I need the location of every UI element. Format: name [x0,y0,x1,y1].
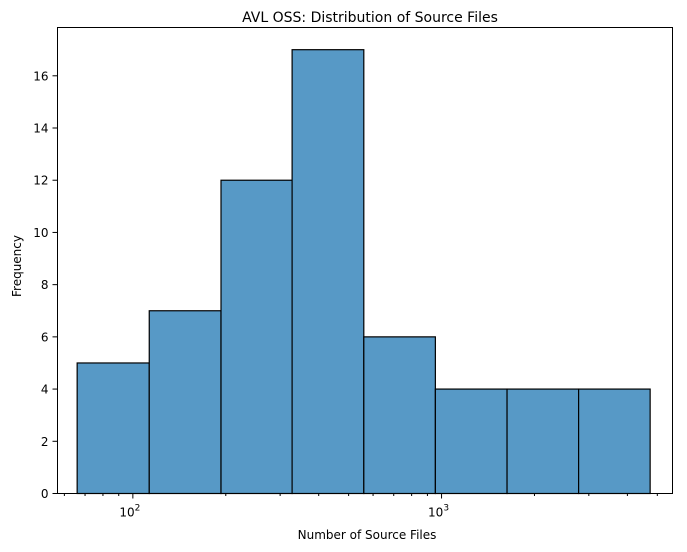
histogram-bar [363,336,436,495]
histogram-bar [220,179,293,495]
y-tick-label: 10 [33,226,48,240]
plot-frame [57,27,673,494]
histogram-bar [434,388,508,495]
histogram-bar [291,49,365,495]
x-tick-label: 103 [428,504,449,520]
y-axis-label: Frequency [10,235,24,297]
x-axis-label: Number of Source Files [298,528,437,542]
histogram-bar [148,310,222,495]
y-tick-label: 12 [33,174,48,188]
y-axis: 0 2 4 6 8 10 12 14 16 [33,69,58,501]
x-axis: 102 103 [63,493,658,520]
bars-group [76,49,651,495]
y-tick-label: 14 [33,122,48,136]
histogram-bar [76,362,150,495]
x-tick-label: 102 [119,504,140,520]
y-tick-label: 6 [41,330,49,344]
y-tick-label: 2 [41,435,49,449]
y-tick-label: 0 [41,487,49,501]
histogram-bar [578,388,651,495]
histogram-bar [506,388,580,495]
chart-title: AVL OSS: Distribution of Source Files [242,10,498,26]
y-tick-label: 16 [33,69,48,83]
y-tick-label: 8 [41,278,49,292]
y-tick-label: 4 [41,383,49,397]
